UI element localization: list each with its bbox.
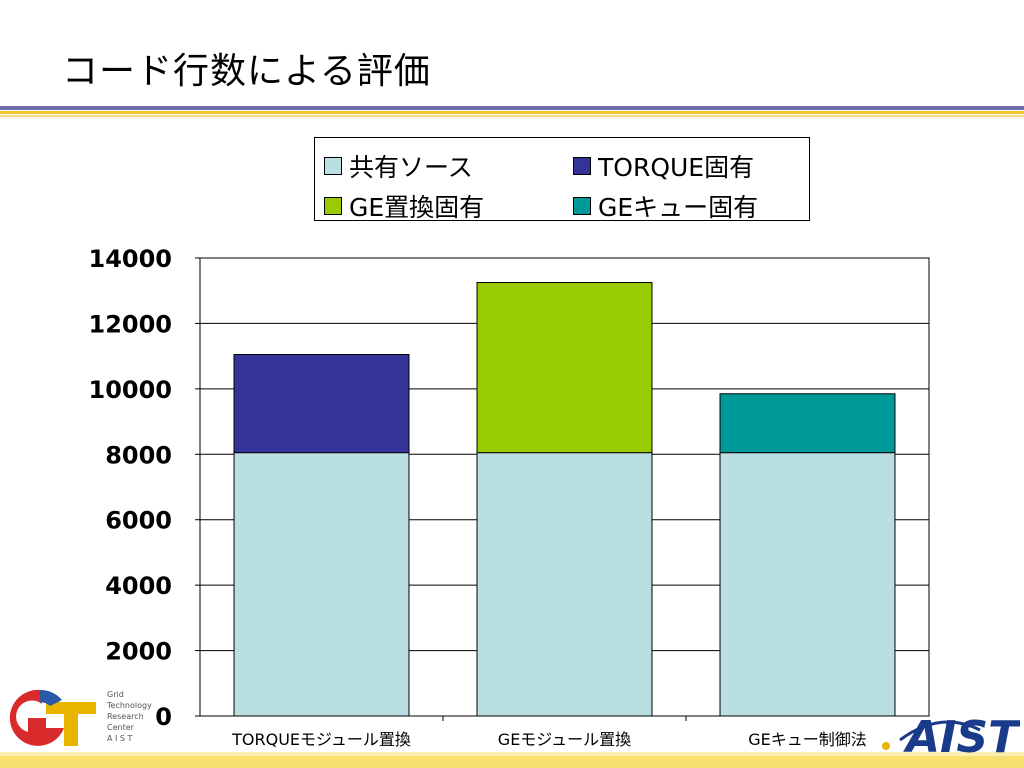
x-tick-label: GEキュー制御法 <box>748 730 867 749</box>
bar-segment <box>719 452 896 717</box>
legend-swatch-ge-queue <box>573 197 591 215</box>
gtrc-logo-text: Grid Technology Research Center A I S T <box>107 690 152 743</box>
legend-swatch-torque <box>573 157 591 175</box>
legend-item-ge-replace: GE置換固有 <box>324 188 484 224</box>
legend-label-ge-queue: GEキュー固有 <box>598 193 759 222</box>
y-tick-label: 0 <box>155 703 172 731</box>
y-tick-label: 2000 <box>105 638 172 666</box>
y-tick-label: 10000 <box>89 376 173 404</box>
footer-stripe <box>0 756 1024 768</box>
legend-item-shared: 共有ソース <box>324 148 473 184</box>
legend-item-ge-queue: GEキュー固有 <box>573 188 758 224</box>
x-tick-label: GEモジュール置換 <box>498 730 631 749</box>
title-divider <box>0 106 1024 110</box>
legend-label-torque: TORQUE固有 <box>598 153 755 182</box>
legend-swatch-ge-replace <box>324 197 342 215</box>
y-tick-label: 8000 <box>105 441 172 469</box>
y-tick-label: 12000 <box>89 310 173 338</box>
title-divider-accent <box>0 111 1024 114</box>
legend-label-shared: 共有ソース <box>349 153 473 182</box>
x-tick-label: TORQUEモジュール置換 <box>231 730 411 749</box>
bar-segment <box>719 393 896 454</box>
legend-item-torque: TORQUE固有 <box>573 148 754 184</box>
bar-segment <box>233 452 410 717</box>
chart-legend: 共有ソース TORQUE固有 GE置換固有 GEキュー固有 <box>314 137 810 224</box>
bar-segment <box>233 354 410 454</box>
y-tick-label: 6000 <box>105 507 172 535</box>
legend-swatch-shared <box>324 157 342 175</box>
bar-segment <box>476 452 653 717</box>
aist-logo-text: AIST <box>903 712 1020 760</box>
aist-logo-icon: AIST <box>882 712 1020 760</box>
title-divider-accent-light <box>0 115 1024 117</box>
gtrc-logo-icon <box>9 689 96 746</box>
y-tick-label: 4000 <box>105 572 172 600</box>
slide-title: コード行数による評価 <box>62 51 431 92</box>
bar-segment <box>476 282 653 454</box>
legend-label-ge-replace: GE置換固有 <box>349 193 485 222</box>
y-tick-label: 14000 <box>89 245 173 273</box>
footer-stripe-light <box>0 752 1024 756</box>
